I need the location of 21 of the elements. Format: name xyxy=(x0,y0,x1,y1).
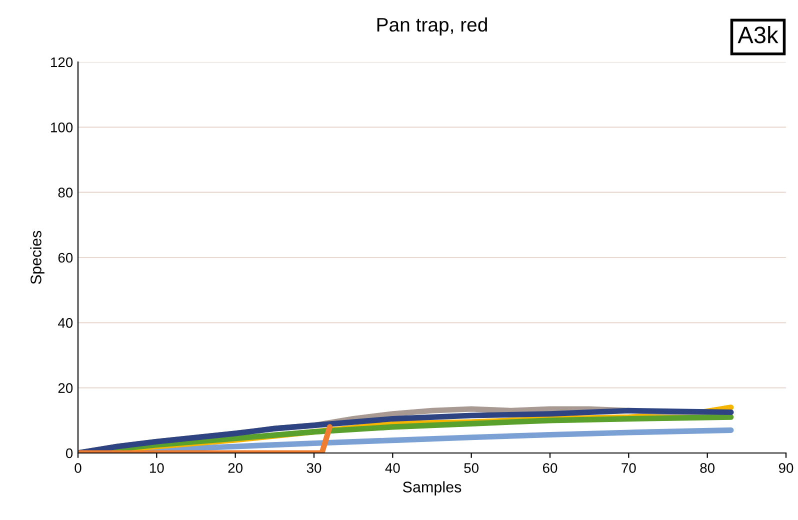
x-tick-label: 30 xyxy=(306,463,322,473)
y-tick-label: 60 xyxy=(58,252,73,263)
x-tick-label: 60 xyxy=(542,463,558,473)
y-tick-label: 120 xyxy=(51,57,73,68)
x-tick-label: 90 xyxy=(778,463,794,473)
y-axis-title: Species xyxy=(30,230,44,284)
x-tick-label: 20 xyxy=(228,463,243,473)
x-tick-label: 40 xyxy=(385,463,400,473)
x-tick-label: 10 xyxy=(150,463,164,473)
x-tick-label: 80 xyxy=(700,463,715,473)
x-tick-label: 0 xyxy=(74,463,82,473)
y-tick-label: 0 xyxy=(66,448,73,458)
x-axis-title: Samples xyxy=(402,481,462,496)
x-tick-label: 50 xyxy=(464,463,479,473)
y-tick-label: 80 xyxy=(58,188,73,198)
y-tick-label: 40 xyxy=(58,318,73,328)
y-tick-label: 100 xyxy=(51,122,73,132)
x-tick-label: 70 xyxy=(622,463,636,473)
text: A3k xyxy=(738,26,778,44)
chart-title: Pan trap, red xyxy=(377,17,487,36)
y-tick-label: 20 xyxy=(58,383,73,394)
